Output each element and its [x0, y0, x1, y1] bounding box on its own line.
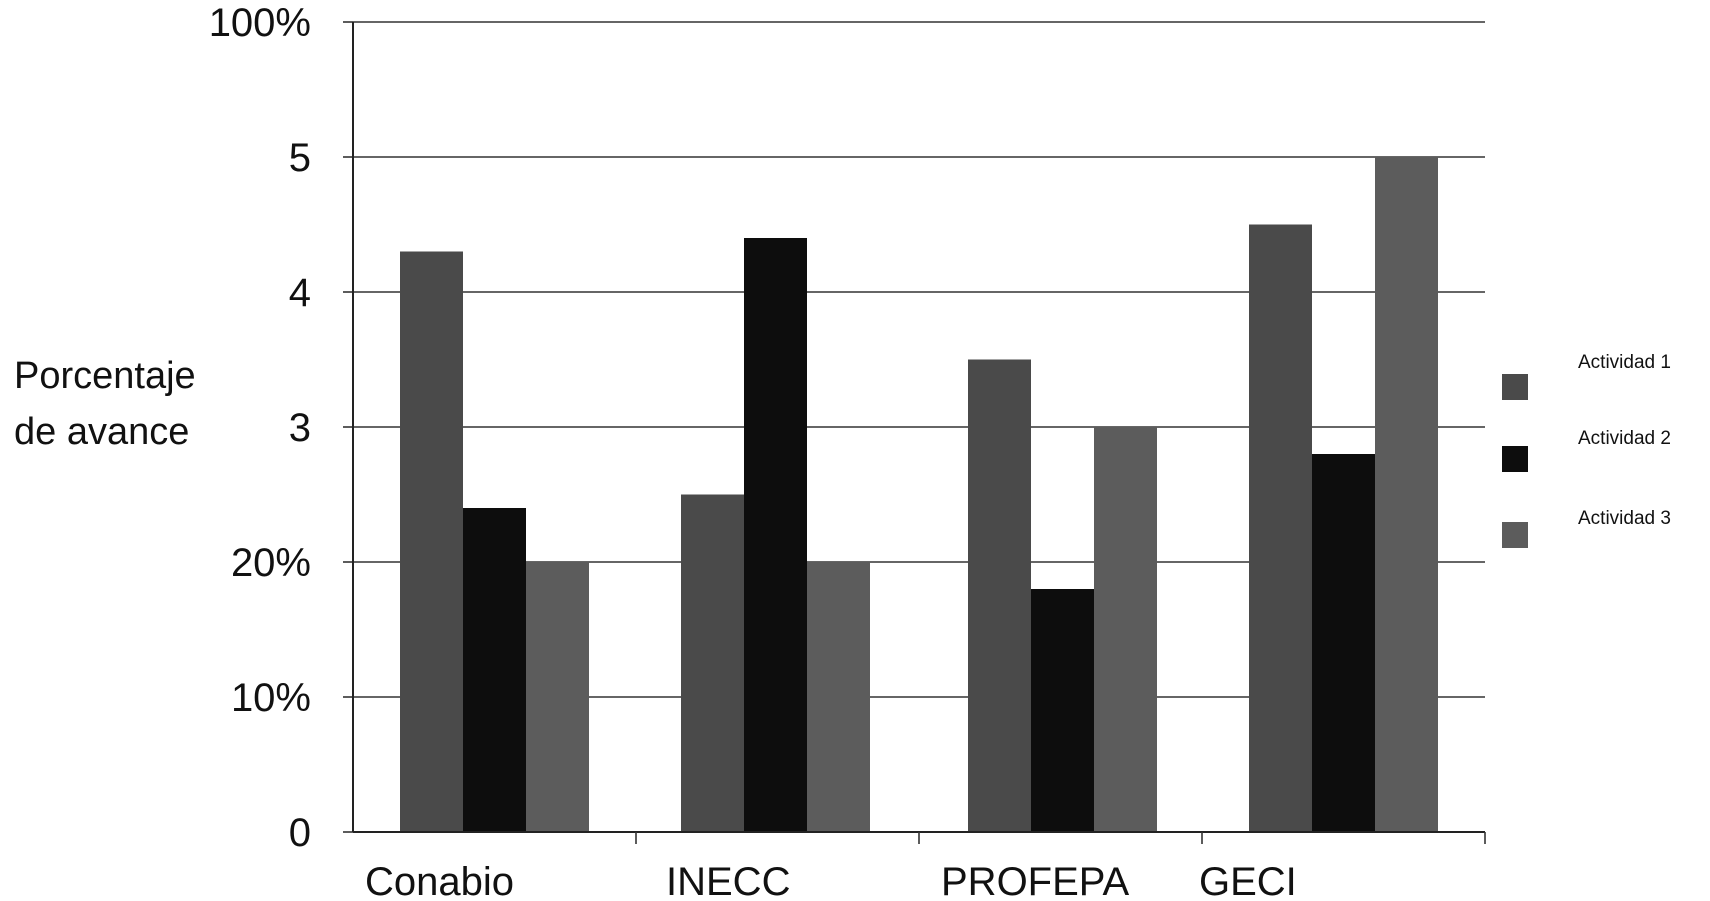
bar-conabio-actividad-3 — [526, 562, 589, 832]
bar-inecc-actividad-3 — [807, 562, 870, 832]
legend-label: Actividad 2 — [1578, 428, 1671, 449]
y-tick-label: 100% — [209, 1, 311, 45]
y-tick-label: 3 — [289, 406, 311, 450]
bar-geci-actividad-3 — [1375, 157, 1438, 832]
bar-profepa-actividad-2 — [1031, 589, 1094, 832]
bar-conabio-actividad-2 — [463, 508, 526, 832]
bar-inecc-actividad-1 — [681, 495, 744, 833]
legend-label: Actividad 1 — [1578, 352, 1671, 373]
x-tick-marks — [636, 832, 1485, 844]
y-axis-label-line-1: Porcentaje — [14, 355, 196, 397]
category-label: GECI — [1199, 860, 1297, 901]
y-tick-label: 0 — [289, 811, 311, 855]
bar-inecc-actividad-2 — [744, 238, 807, 832]
y-tick-label: 20% — [231, 541, 311, 585]
category-label: INECC — [666, 860, 790, 901]
category-label: Conabio — [365, 860, 514, 901]
legend-label: Actividad 3 — [1578, 508, 1671, 529]
legend-swatch — [1502, 446, 1528, 472]
bar-conabio-actividad-1 — [400, 252, 463, 833]
legend-swatch — [1502, 522, 1528, 548]
y-tick-label: 10% — [231, 676, 311, 720]
legend-swatch — [1502, 374, 1528, 400]
category-labels: Conabio INECC PROFEPA GECI — [365, 860, 1297, 901]
bar-geci-actividad-2 — [1312, 454, 1375, 832]
y-tick-labels: 0 10% 20% 3 4 5 100% — [209, 1, 311, 855]
bars — [400, 157, 1438, 832]
bar-profepa-actividad-1 — [968, 360, 1031, 833]
legend: Actividad 1 Actividad 2 Actividad 3 — [1502, 352, 1671, 548]
y-axis-label-line-2: de avance — [14, 411, 189, 453]
bar-profepa-actividad-3 — [1094, 427, 1157, 832]
y-tick-label: 4 — [289, 271, 311, 315]
bar-geci-actividad-1 — [1249, 225, 1312, 833]
y-tick-label: 5 — [289, 136, 311, 180]
category-label: PROFEPA — [941, 860, 1130, 901]
